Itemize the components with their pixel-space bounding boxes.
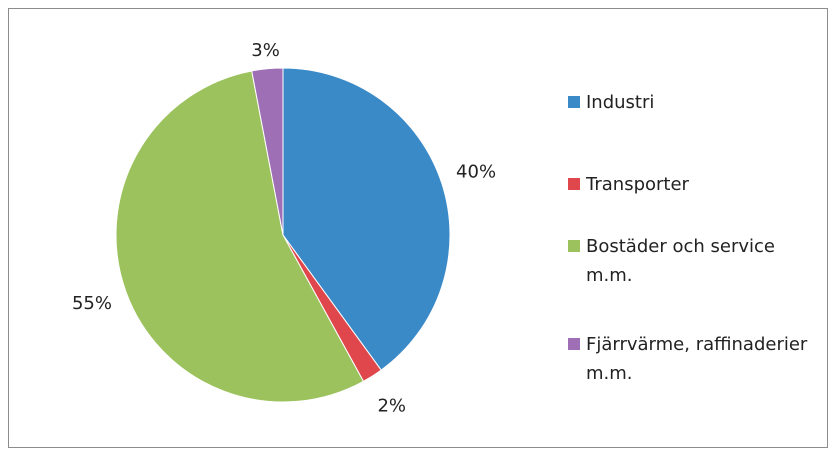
legend-swatch bbox=[568, 338, 580, 350]
legend-swatch bbox=[568, 178, 580, 190]
data-label: 40% bbox=[456, 161, 496, 182]
pie-slice bbox=[251, 67, 284, 236]
legend-item: Fjärrvärme, raffinaderier m.m. bbox=[568, 330, 818, 388]
legend-label: Industri bbox=[586, 92, 655, 113]
legend-label: Fjärrvärme, raffinaderier m.m. bbox=[586, 334, 808, 384]
data-label: 3% bbox=[251, 40, 280, 61]
legend-item: Bostäder och service m.m. bbox=[568, 232, 818, 290]
pie-slice bbox=[115, 70, 365, 403]
legend-label: Bostäder och service m.m. bbox=[586, 236, 775, 286]
legend-swatch bbox=[568, 96, 580, 108]
legend-label: Transporter bbox=[586, 174, 689, 195]
data-label: 55% bbox=[72, 293, 112, 314]
legend-item: Industri bbox=[568, 88, 818, 117]
pie-slice bbox=[282, 67, 451, 371]
legend-item: Transporter bbox=[568, 170, 818, 199]
legend-swatch bbox=[568, 240, 580, 252]
data-label: 2% bbox=[377, 395, 406, 416]
